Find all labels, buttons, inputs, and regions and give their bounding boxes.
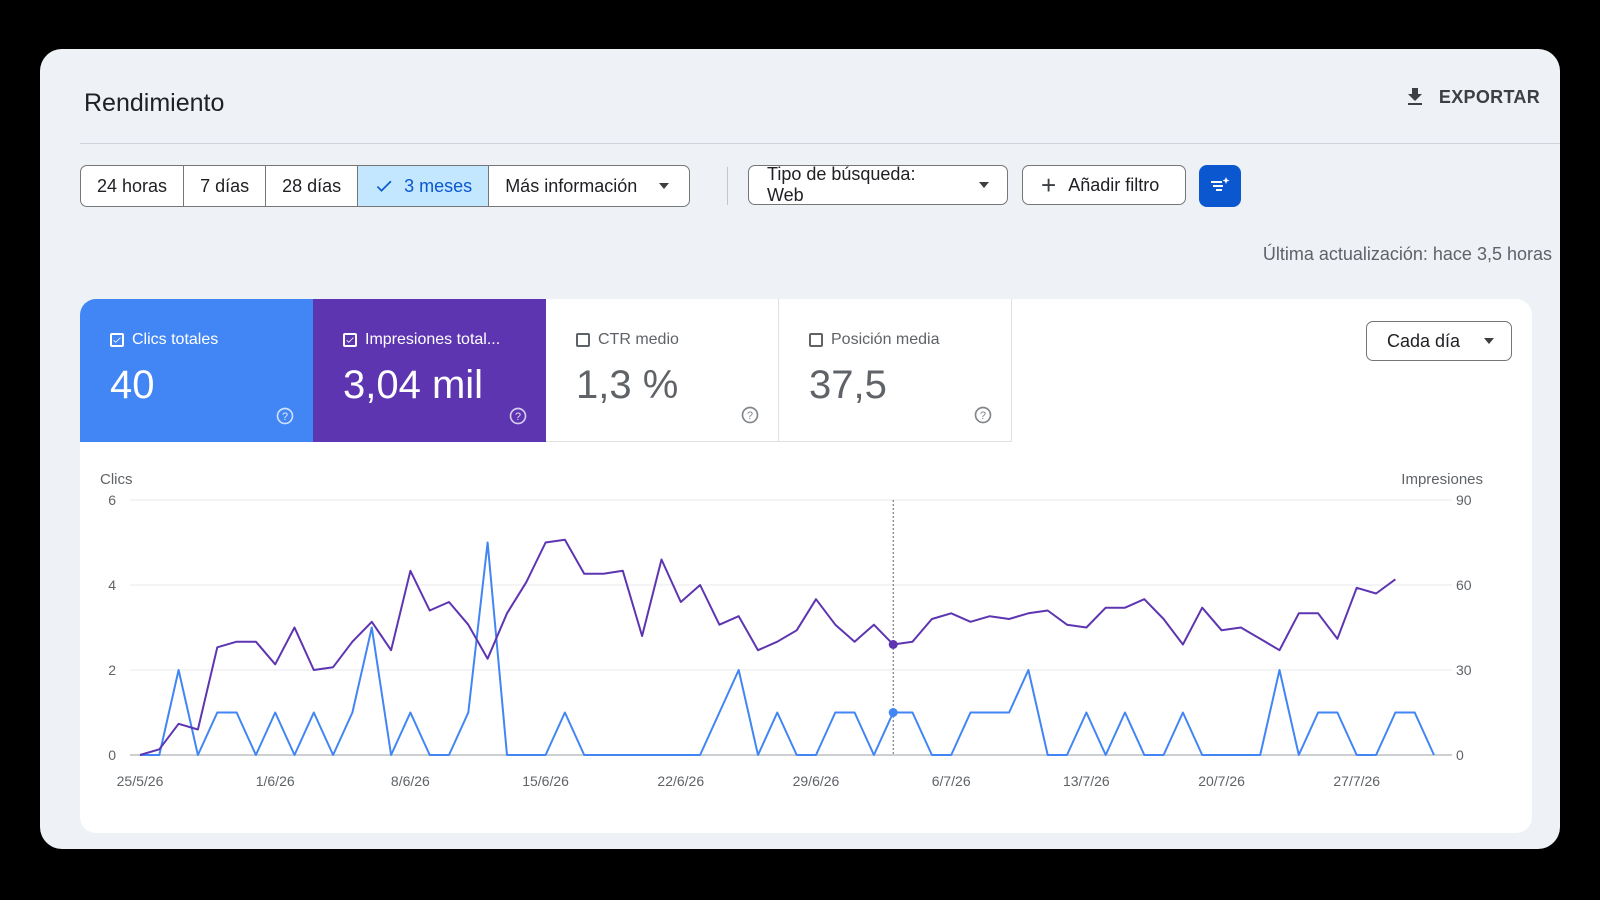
range-24h-button[interactable]: 24 horas [81,166,185,206]
chevron-down-icon [659,183,670,189]
y-left-tick-label: 6 [108,492,116,508]
metric-label: Impresiones total... [365,331,501,348]
help-icon[interactable]: ? [973,405,993,425]
help-icon[interactable]: ? [275,406,295,426]
filter-sparkle-icon [1211,177,1230,191]
metric-label: Clics totales [132,331,219,348]
y-right-tick-label: 90 [1456,492,1472,508]
help-icon[interactable]: ? [508,406,528,426]
metric-card-impressions[interactable]: Impresiones total... 3,04 mil ? [313,299,546,442]
y-left-tick-label: 0 [108,747,116,763]
x-tick-label: 20/7/26 [1198,773,1245,789]
metric-value: 40 [110,363,155,407]
search-type-dropdown[interactable]: Tipo de búsqueda: Web [748,164,1008,205]
chart-ticks: 0 0 2 30 4 60 6 90 25/5/26 1/6/26 8/6/26 15/6/26 22/… [108,492,1472,789]
search-type-label: Tipo de búsqueda: Web [767,164,916,205]
toolbar-separator [727,167,728,205]
header-divider [80,143,1560,144]
granularity-label: Cada día [1387,330,1461,351]
more-info-dropdown[interactable]: Más información [489,166,689,206]
chevron-down-icon [979,182,989,188]
checkbox-checked-icon[interactable] [343,333,357,347]
x-tick-label: 29/6/26 [793,773,840,789]
metric-card-ctr[interactable]: CTR medio 1,3 % ? [546,299,779,442]
metric-label: CTR medio [598,331,679,348]
y-left-axis-title: Clics [100,471,133,488]
metric-card-position[interactable]: Posición media 37,5 ? [779,299,1012,442]
add-filter-button[interactable]: + Añadir filtro [1022,165,1186,205]
x-tick-label: 25/5/26 [117,773,164,789]
metric-value: 1,3 % [576,363,679,407]
add-filter-label: Añadir filtro [1068,174,1160,195]
y-right-tick-label: 60 [1456,577,1472,593]
range-28d-button[interactable]: 28 días [266,166,359,206]
more-info-label: Más información [505,175,638,196]
metric-label: Posición media [831,331,940,348]
range-7d-button[interactable]: 7 días [184,166,267,206]
y-right-tick-label: 0 [1456,747,1464,763]
x-tick-label: 22/6/26 [657,773,704,789]
compare-filter-button[interactable] [1199,165,1241,207]
x-tick-label: 15/6/26 [522,773,569,789]
download-icon [1407,88,1422,105]
performance-chart[interactable]: Clics Impresiones 0 0 2 30 4 60 6 90 25/5/26 1/6/… [80,449,1532,833]
impressions-line [139,538,1396,756]
plus-icon: + [1041,170,1057,200]
y-left-tick-label: 2 [108,662,116,678]
chart-hover [888,500,898,755]
svg-text:?: ? [747,410,753,422]
svg-text:?: ? [282,411,288,423]
checkbox-unchecked-icon[interactable] [576,333,590,347]
impressions-hover-point [888,640,898,649]
x-tick-label: 6/7/26 [932,773,971,789]
metric-value: 3,04 mil [343,363,484,407]
export-button[interactable]: EXPORTAR [1403,85,1540,109]
granularity-dropdown[interactable]: Cada día [1366,321,1512,361]
x-tick-label: 8/6/26 [391,773,430,789]
date-range-selector: 24 horas 7 días 28 días 3 meses Más info… [80,165,691,207]
clicks-line [140,541,1435,756]
chevron-down-icon [1484,338,1495,344]
y-left-tick-label: 4 [108,577,116,593]
export-label: EXPORTAR [1438,86,1540,107]
performance-panel: Rendimiento EXPORTAR 24 horas 7 días 28 … [40,49,1560,849]
y-right-axis-title: Impresiones [1401,471,1483,488]
help-icon[interactable]: ? [740,405,760,425]
x-tick-label: 1/6/26 [256,773,295,789]
checkbox-checked-icon[interactable] [110,333,124,347]
svg-text:?: ? [515,411,521,423]
chart-series [139,538,1435,756]
range-3m-label: 3 meses [404,175,473,196]
chart-grid [130,499,1452,756]
performance-card: Clics totales 40 ? Impresiones total... … [80,299,1532,833]
last-updated-text: Última actualización: hace 3,5 horas [1262,244,1552,264]
range-3m-button[interactable]: 3 meses [358,166,490,206]
y-right-tick-label: 30 [1456,662,1472,678]
check-icon [376,180,392,192]
checkbox-unchecked-icon[interactable] [809,333,823,347]
x-tick-label: 27/7/26 [1333,773,1380,789]
svg-text:?: ? [980,410,986,422]
clicks-hover-point [888,708,898,717]
page-title: Rendimiento [84,89,225,117]
x-tick-label: 13/7/26 [1063,773,1110,789]
metric-card-clicks[interactable]: Clics totales 40 ? [80,299,313,442]
metric-value: 37,5 [809,363,887,407]
